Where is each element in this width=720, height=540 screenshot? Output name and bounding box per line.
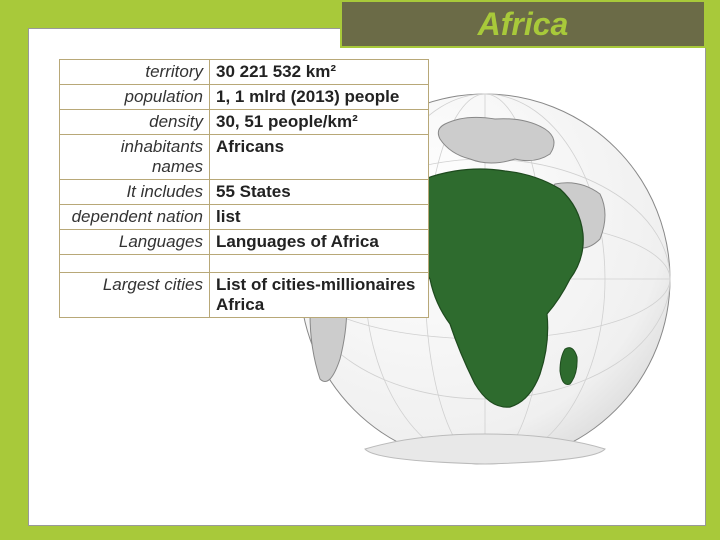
table-row: inhabitants names Africans	[60, 135, 429, 180]
row-label: Languages	[60, 230, 210, 255]
table-row: territory 30 221 532 km²	[60, 60, 429, 85]
row-value: 30, 51 people/km²	[210, 110, 429, 135]
row-label: territory	[60, 60, 210, 85]
table-row: Largest cities List of cities-millionair…	[60, 273, 429, 318]
table-row: Languages Languages of Africa	[60, 230, 429, 255]
row-label: Largest cities	[60, 273, 210, 318]
row-value: list	[210, 205, 429, 230]
table-row: population 1, 1 mlrd (2013) people	[60, 85, 429, 110]
table-row: dependent nation list	[60, 205, 429, 230]
row-label: It includes	[60, 180, 210, 205]
row-label: population	[60, 85, 210, 110]
page-title: Africa	[478, 6, 569, 43]
row-label: dependent nation	[60, 205, 210, 230]
row-value	[210, 255, 429, 273]
row-value: 1, 1 mlrd (2013) people	[210, 85, 429, 110]
row-label: density	[60, 110, 210, 135]
table-row: It includes 55 States	[60, 180, 429, 205]
facts-table: territory 30 221 532 km² population 1, 1…	[59, 59, 429, 318]
row-value: Africans	[210, 135, 429, 180]
table-row: density 30, 51 people/km²	[60, 110, 429, 135]
content-card: territory 30 221 532 km² population 1, 1…	[28, 28, 706, 526]
title-band: Africa	[340, 0, 706, 48]
row-value: List of cities-millionaires Africa	[210, 273, 429, 318]
row-label	[60, 255, 210, 273]
row-value: 30 221 532 km²	[210, 60, 429, 85]
row-value: 55 States	[210, 180, 429, 205]
row-label: inhabitants names	[60, 135, 210, 180]
table-row	[60, 255, 429, 273]
row-value: Languages of Africa	[210, 230, 429, 255]
